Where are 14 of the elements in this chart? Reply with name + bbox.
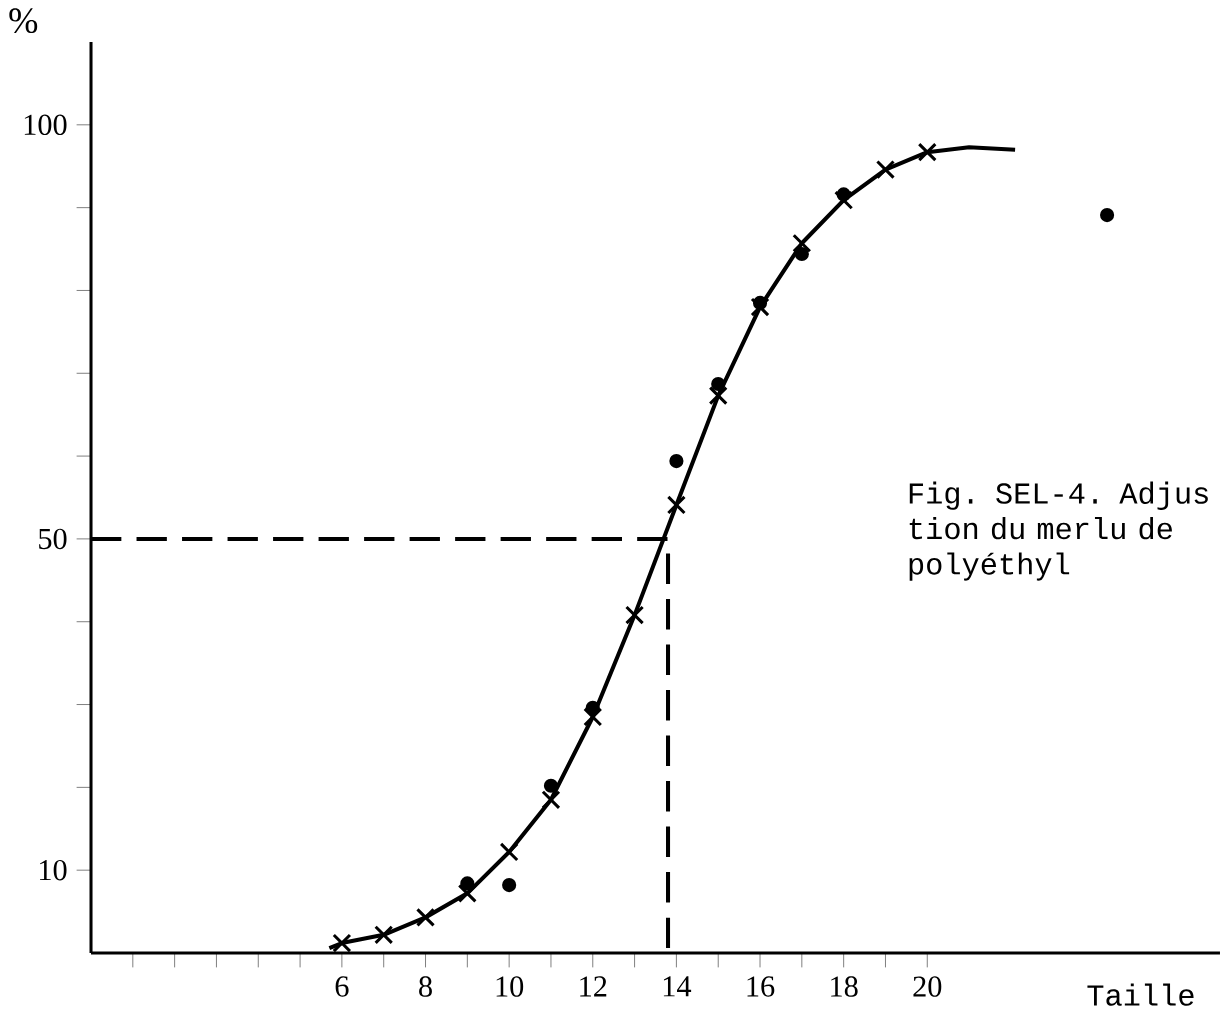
- x-tick-label: 8: [419, 976, 432, 997]
- x-tick-label: 6: [335, 976, 349, 997]
- y-tick-label: 100: [24, 114, 67, 136]
- y-tick-label: 50: [39, 528, 67, 550]
- x-tick-label: 18: [831, 976, 858, 997]
- y-tick-label: 10: [40, 859, 67, 881]
- x-tick-label: 10: [496, 976, 524, 997]
- x-tick-label: 16: [747, 976, 775, 997]
- x-tick-label: 12: [580, 976, 607, 997]
- x-tick-label: 14: [663, 976, 692, 997]
- y-axis-title: %: [9, 8, 38, 34]
- annotation: Fig. SEL-4. Adjus tion du merlu de polyéthyl: [909, 481, 1208, 581]
- x-tick-label: 20: [913, 976, 942, 997]
- x-axis-title: Taille: [1087, 983, 1194, 1006]
